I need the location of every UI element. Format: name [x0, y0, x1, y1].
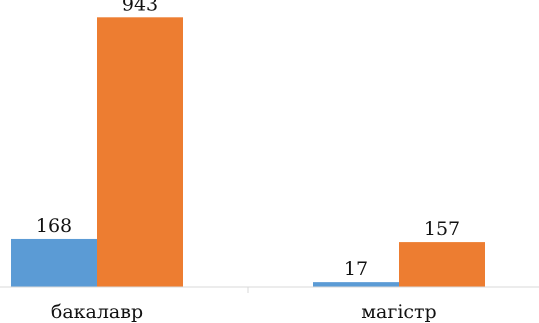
- bar-бакалавр-series-1: [11, 238, 97, 287]
- data-label-бакалавр-series-1: 168: [36, 215, 72, 237]
- data-label-магістр-series-2: 157: [424, 218, 460, 240]
- bars-group: [11, 17, 485, 287]
- bar-бакалавр-series-2: [97, 17, 183, 287]
- category-labels-group: бакалавр магістр: [51, 301, 437, 323]
- x-tick-label-бакалавр: бакалавр: [51, 301, 143, 323]
- value-labels-group: 168 943 17 157: [36, 0, 460, 280]
- bar-магістр-series-2: [399, 242, 485, 287]
- data-label-бакалавр-series-2: 943: [122, 0, 158, 15]
- x-tick-label-магістр: магістр: [361, 301, 436, 323]
- data-label-магістр-series-1: 17: [344, 258, 368, 280]
- bar-магістр-series-1: [313, 282, 399, 287]
